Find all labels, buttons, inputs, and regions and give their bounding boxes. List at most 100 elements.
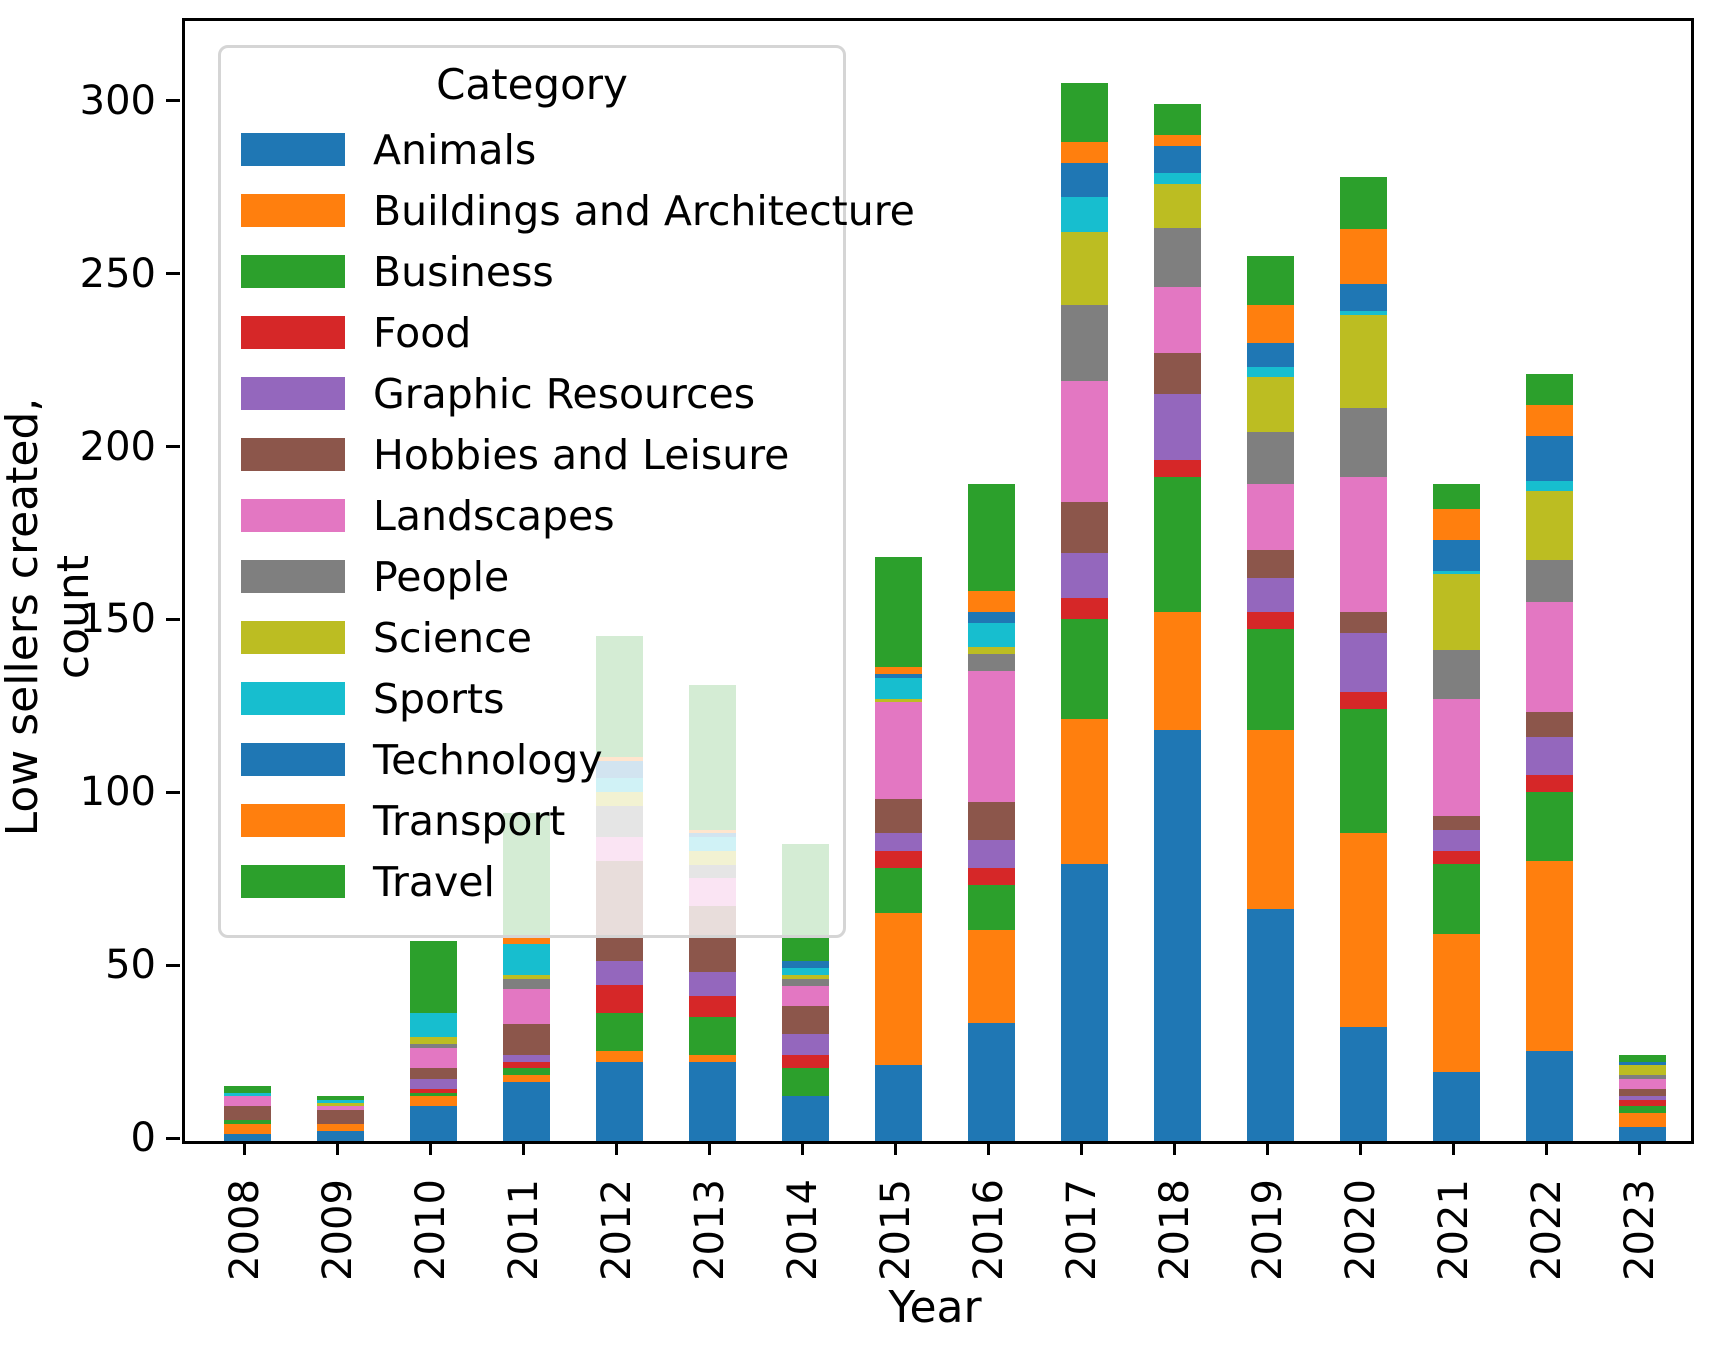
bar-segment-2014-people bbox=[782, 978, 829, 986]
bar-segment-2021-science bbox=[1433, 574, 1480, 651]
legend-label: Science bbox=[373, 613, 532, 662]
bar-2017 bbox=[1061, 83, 1108, 1141]
bar-segment-2022-transport bbox=[1526, 404, 1573, 436]
legend-entry-travel: Travel bbox=[221, 851, 843, 912]
bar-segment-2017-buildings-and-architecture bbox=[1061, 719, 1108, 865]
bar-segment-2009-animals bbox=[317, 1130, 364, 1141]
y-tick-label-150: 150 bbox=[79, 596, 156, 643]
legend-entry-buildings-and-architecture: Buildings and Architecture bbox=[221, 180, 915, 241]
legend-entry-transport: Transport bbox=[221, 790, 843, 851]
bar-segment-2010-sports bbox=[410, 1013, 457, 1038]
bar-segment-2011-buildings-and-architecture bbox=[503, 1075, 550, 1083]
y-tick-label-50: 50 bbox=[105, 942, 156, 989]
bar-segment-2014-sports bbox=[782, 968, 829, 976]
legend-swatch-icon bbox=[241, 804, 345, 837]
bar-segment-2022-landscapes bbox=[1526, 601, 1573, 713]
x-tick-label-2017: 2017 bbox=[1058, 1179, 1105, 1281]
bar-segment-2015-animals bbox=[875, 1064, 922, 1141]
y-tick-label-0: 0 bbox=[130, 1115, 156, 1161]
legend-entry-landscapes: Landscapes bbox=[221, 485, 843, 546]
bar-segment-2017-technology bbox=[1061, 162, 1108, 198]
bar-segment-2011-transport bbox=[503, 937, 550, 945]
bar-segment-2013-graphic-resources bbox=[689, 971, 736, 996]
legend-swatch-icon bbox=[241, 316, 345, 349]
legend-label: Food bbox=[373, 308, 472, 357]
bar-segment-2017-science bbox=[1061, 231, 1108, 305]
x-tick-label-2013: 2013 bbox=[686, 1179, 733, 1281]
x-tick-label-2015: 2015 bbox=[872, 1179, 919, 1281]
y-tick-label-250: 250 bbox=[79, 250, 156, 297]
bar-segment-2023-hobbies-and-leisure bbox=[1619, 1089, 1666, 1097]
x-tick-mark-2019 bbox=[1266, 1141, 1269, 1155]
bar-2020 bbox=[1340, 176, 1387, 1141]
bar-segment-2014-hobbies-and-leisure bbox=[782, 1006, 829, 1034]
bar-segment-2016-travel bbox=[968, 484, 1015, 592]
bar-segment-2015-transport bbox=[875, 667, 922, 675]
y-tick-mark-50 bbox=[166, 963, 180, 967]
x-tick-label-2018: 2018 bbox=[1151, 1179, 1198, 1281]
bar-segment-2018-business bbox=[1154, 477, 1201, 613]
bar-segment-2015-technology bbox=[875, 674, 922, 678]
bar-segment-2022-sports bbox=[1526, 480, 1573, 492]
bar-segment-2010-buildings-and-architecture bbox=[410, 1096, 457, 1107]
x-tick-label-2011: 2011 bbox=[500, 1179, 547, 1281]
bar-segment-2019-hobbies-and-leisure bbox=[1247, 549, 1294, 578]
bar-segment-2009-landscapes bbox=[317, 1106, 364, 1110]
bar-segment-2013-business bbox=[689, 1016, 736, 1055]
x-tick-label-2020: 2020 bbox=[1337, 1179, 1384, 1281]
y-tick-label-100: 100 bbox=[79, 769, 156, 816]
bar-segment-2019-food bbox=[1247, 612, 1294, 630]
y-tick-label-200: 200 bbox=[79, 423, 156, 470]
bar-segment-2019-animals bbox=[1247, 909, 1294, 1141]
x-tick-mark-2014 bbox=[801, 1141, 804, 1155]
bar-segment-2021-landscapes bbox=[1433, 698, 1480, 817]
bar-segment-2023-people bbox=[1619, 1075, 1666, 1079]
bar-segment-2019-buildings-and-architecture bbox=[1247, 729, 1294, 910]
bar-2008 bbox=[224, 1085, 271, 1141]
bar-segment-2008-hobbies-and-leisure bbox=[224, 1106, 271, 1121]
bar-segment-2008-animals bbox=[224, 1134, 271, 1141]
bar-segment-2021-technology bbox=[1433, 539, 1480, 571]
bar-segment-2021-business bbox=[1433, 864, 1480, 934]
bar-segment-2015-science bbox=[875, 698, 922, 703]
bar-segment-2019-sports bbox=[1247, 366, 1294, 378]
y-tick-mark-150 bbox=[166, 617, 180, 621]
bar-segment-2023-animals bbox=[1619, 1127, 1666, 1141]
legend-entry-food: Food bbox=[221, 302, 843, 363]
legend-swatch-icon bbox=[241, 133, 345, 166]
x-tick-mark-2016 bbox=[987, 1141, 990, 1155]
legend-label: Technology bbox=[373, 735, 603, 784]
legend-entry-graphic-resources: Graphic Resources bbox=[221, 363, 843, 424]
bar-segment-2014-science bbox=[782, 975, 829, 979]
bar-segment-2019-landscapes bbox=[1247, 484, 1294, 550]
bar-segment-2012-business bbox=[596, 1013, 643, 1052]
legend-swatch-icon bbox=[241, 865, 345, 898]
bar-segment-2021-transport bbox=[1433, 508, 1480, 540]
bar-segment-2017-hobbies-and-leisure bbox=[1061, 501, 1108, 554]
bar-segment-2021-animals bbox=[1433, 1071, 1480, 1141]
bar-2023 bbox=[1619, 1054, 1666, 1141]
bar-segment-2009-travel bbox=[317, 1096, 364, 1100]
bar-segment-2020-landscapes bbox=[1340, 477, 1387, 613]
bar-segment-2008-travel bbox=[224, 1085, 271, 1093]
bar-segment-2017-landscapes bbox=[1061, 380, 1108, 502]
y-tick-mark-300 bbox=[166, 99, 180, 103]
bar-segment-2015-hobbies-and-leisure bbox=[875, 798, 922, 834]
legend-label: Business bbox=[373, 247, 554, 296]
legend-label: Travel bbox=[373, 857, 495, 906]
bar-segment-2014-business bbox=[782, 1068, 829, 1097]
bar-segment-2019-transport bbox=[1247, 304, 1294, 343]
bar-2022 bbox=[1526, 373, 1573, 1141]
x-tick-mark-2015 bbox=[894, 1141, 897, 1155]
x-tick-label-2023: 2023 bbox=[1616, 1179, 1663, 1281]
bar-segment-2021-hobbies-and-leisure bbox=[1433, 816, 1480, 830]
x-tick-label-2009: 2009 bbox=[314, 1179, 361, 1281]
x-tick-mark-2008 bbox=[243, 1141, 246, 1155]
legend-label: Graphic Resources bbox=[373, 369, 756, 418]
plot-area bbox=[182, 18, 1694, 1144]
legend-swatch-icon bbox=[241, 255, 345, 288]
bar-segment-2018-buildings-and-architecture bbox=[1154, 612, 1201, 730]
bar-segment-2016-business bbox=[968, 885, 1015, 931]
x-tick-mark-2017 bbox=[1080, 1141, 1083, 1155]
